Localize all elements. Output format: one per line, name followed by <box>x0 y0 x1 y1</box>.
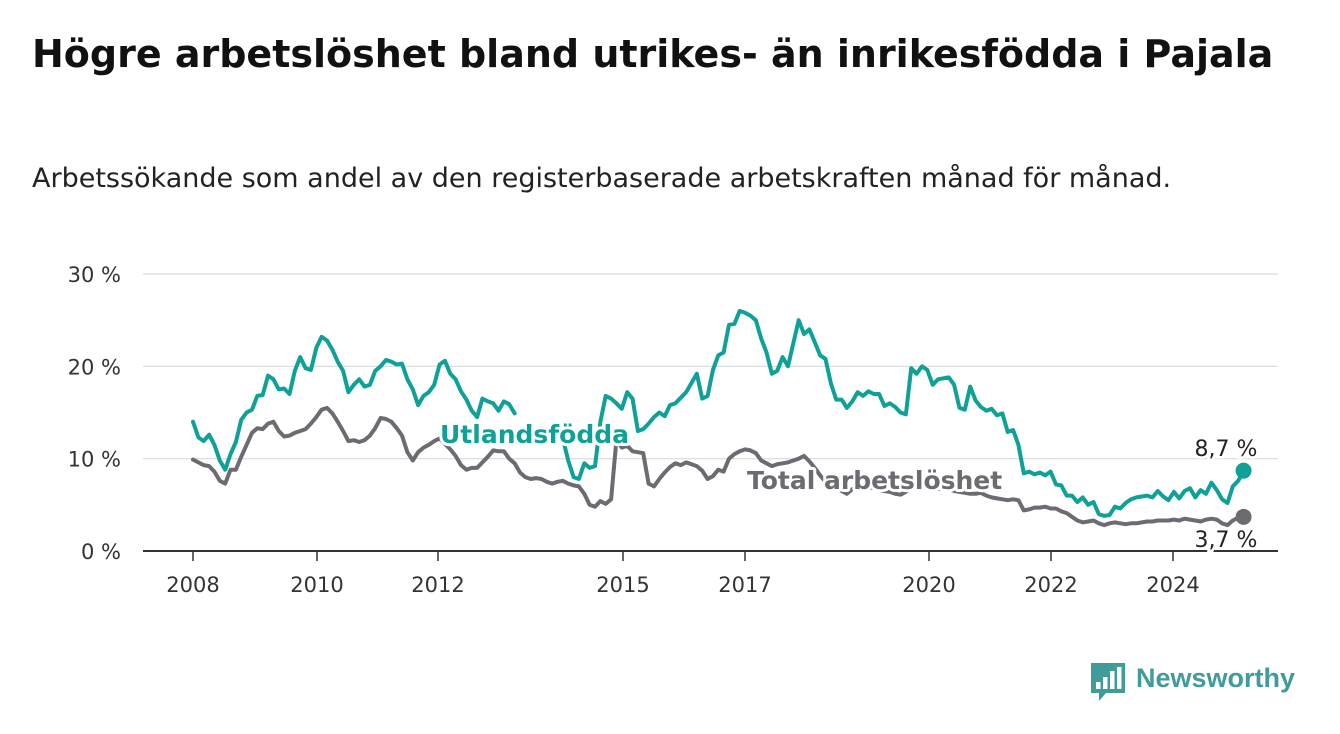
series-labels: Utlandsfödda Total arbetslöshet 8,7 % 3,7 % <box>437 417 1260 556</box>
end-value-label-total: 3,7 % <box>1195 528 1258 553</box>
x-tick-label: 2017 <box>718 573 771 597</box>
gridlines <box>143 273 1278 552</box>
y-axis-ticks: 0 % 10 % 20 % 30 % <box>68 263 121 564</box>
brand-name: Newsworthy <box>1136 663 1296 693</box>
x-tick-label: 2022 <box>1024 573 1077 597</box>
series-end-point-total <box>1235 508 1252 525</box>
series-label-utlandsfodda: Utlandsfödda <box>440 420 629 449</box>
y-tick-label: 10 % <box>68 448 121 472</box>
chart-subtitle: Arbetssökande som andel av den registerb… <box>32 163 1172 194</box>
bar-chart-logo-icon <box>1091 663 1125 701</box>
series-end-point-utlandsfodda <box>1235 462 1252 479</box>
series-line-total <box>191 405 1246 528</box>
x-tick-label: 2010 <box>290 573 343 597</box>
y-tick-label: 30 % <box>68 263 121 287</box>
x-tick-label: 2015 <box>596 573 649 597</box>
x-tick-label: 2024 <box>1146 573 1199 597</box>
series-label-total: Total arbetslöshet <box>747 466 1002 495</box>
y-tick-label: 20 % <box>68 355 121 379</box>
x-tick-label: 2020 <box>902 573 955 597</box>
series-line-utlandsfodda <box>191 308 1246 518</box>
brand-logo: Newsworthy <box>1088 660 1318 704</box>
x-tick-label: 2008 <box>166 573 219 597</box>
x-tick-label: 2012 <box>411 573 464 597</box>
chart-title: Högre arbetslöshet bland utrikes- än inr… <box>32 32 1274 76</box>
y-tick-label: 0 % <box>81 540 121 564</box>
series-lines <box>191 308 1252 528</box>
x-axis-ticks: 2008 2010 2012 2015 2017 2020 2022 2024 <box>166 551 1200 597</box>
end-value-label-utlandsfodda: 8,7 % <box>1195 437 1258 462</box>
